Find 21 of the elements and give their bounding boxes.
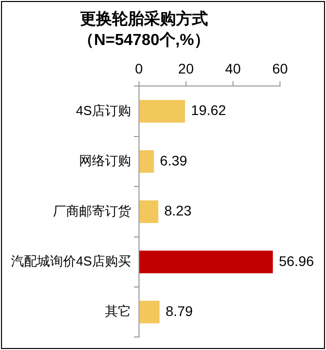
data-label: 8.79 [166, 302, 194, 319]
y-tick-label: 其它 [104, 304, 131, 319]
bar [139, 100, 186, 123]
data-label: 56.96 [278, 252, 314, 269]
y-tick-label: 4S店订购 [76, 102, 131, 118]
chart-subtitle: （N=54780个,%） [78, 31, 210, 50]
bar [139, 250, 273, 274]
bar [139, 150, 154, 173]
chart-title: 更换轮胎采购方式 [80, 9, 208, 28]
bar [139, 200, 158, 223]
data-label: 6.39 [160, 152, 188, 168]
y-tick-label: 厂商邮寄订货 [52, 203, 131, 218]
bar [139, 300, 160, 324]
x-tick-label: 60 [272, 60, 288, 77]
y-tick-label: 网络订购 [78, 153, 131, 168]
data-label: 19.62 [191, 102, 226, 118]
data-label: 8.23 [164, 202, 192, 219]
x-tick-label: 0 [135, 60, 143, 77]
y-tick-label: 汽配城询价4S店购买 [10, 253, 131, 268]
x-tick-label: 40 [225, 60, 241, 77]
x-tick-label: 20 [178, 60, 194, 77]
